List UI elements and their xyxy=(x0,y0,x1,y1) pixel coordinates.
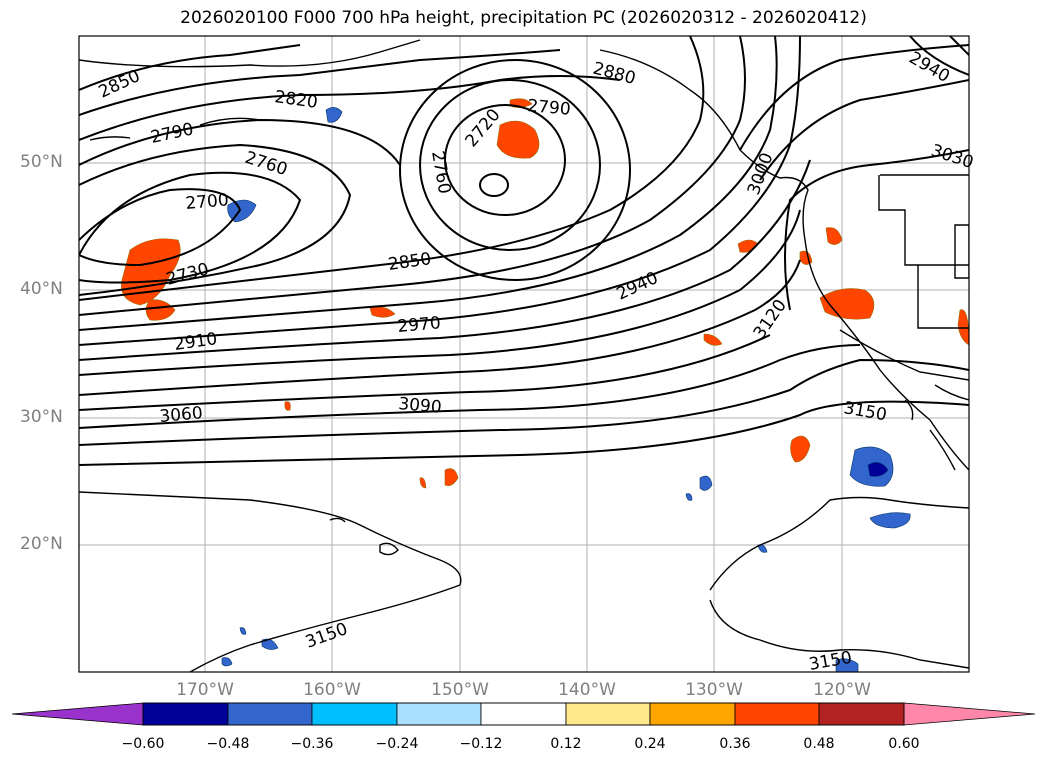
map-title: 2026020100 F000 700 hPa height, precipit… xyxy=(180,8,867,28)
colorbar-segment xyxy=(480,702,567,726)
height-contours xyxy=(79,36,969,466)
colorbar-tick: −0.36 xyxy=(290,736,334,752)
lon-label-130w: 130°W xyxy=(685,680,743,700)
lon-label-170w: 170°W xyxy=(176,680,234,700)
contour-label: 3120 xyxy=(750,296,791,343)
colorbar-segment xyxy=(396,702,482,726)
lon-label-120w: 120°W xyxy=(813,680,871,700)
colorbar-extend-high xyxy=(903,702,1036,726)
colorbar-tick: 0.60 xyxy=(888,736,920,752)
contour-label: 2850 xyxy=(387,249,433,275)
lat-label-50n: 50°N xyxy=(20,152,63,172)
colorbar-segment xyxy=(649,702,736,726)
contour-label: 2880 xyxy=(591,59,638,90)
contour-label: 3090 xyxy=(398,394,443,418)
colorbar-segment xyxy=(227,702,313,726)
lon-label-150w: 150°W xyxy=(431,680,489,700)
contour-label: 2790 xyxy=(149,119,195,148)
colorbar-tick: −0.60 xyxy=(121,736,165,752)
colorbar-tick: −0.48 xyxy=(206,736,250,752)
colorbar xyxy=(11,702,1036,726)
contour-label: 2790 xyxy=(527,96,572,120)
lat-label-20n: 20°N xyxy=(20,534,63,554)
colorbar-tick: −0.12 xyxy=(459,736,503,752)
contour-label: 2700 xyxy=(185,190,230,214)
map-frame xyxy=(78,35,970,673)
coastlines xyxy=(79,39,969,672)
contour-label: 2940 xyxy=(614,268,662,304)
contour-label: 2970 xyxy=(397,313,442,337)
colorbar-tick: 0.48 xyxy=(803,736,835,752)
lat-label-30n: 30°N xyxy=(20,407,63,427)
lon-label-140w: 140°W xyxy=(558,680,616,700)
gridlines xyxy=(79,36,969,672)
colorbar-tick: −0.24 xyxy=(375,736,419,752)
lon-label-160w: 160°W xyxy=(303,680,361,700)
colorbar-tick: 0.12 xyxy=(550,736,582,752)
colorbar-tick: 0.24 xyxy=(634,736,666,752)
contour-label: 3060 xyxy=(159,403,204,427)
colorbar-segment xyxy=(734,702,820,726)
colorbar-segment xyxy=(142,702,229,726)
colorbar-tick: 0.36 xyxy=(719,736,751,752)
colorbar-extend-low xyxy=(11,702,144,726)
colorbar-segment xyxy=(311,702,398,726)
colorbar-segment xyxy=(565,702,651,726)
contour-label: 2760 xyxy=(427,149,454,195)
negative-precip-areas xyxy=(221,107,911,672)
colorbar-segment xyxy=(818,702,905,726)
lat-label-40n: 40°N xyxy=(20,279,63,299)
contour-label: 2820 xyxy=(273,87,319,113)
